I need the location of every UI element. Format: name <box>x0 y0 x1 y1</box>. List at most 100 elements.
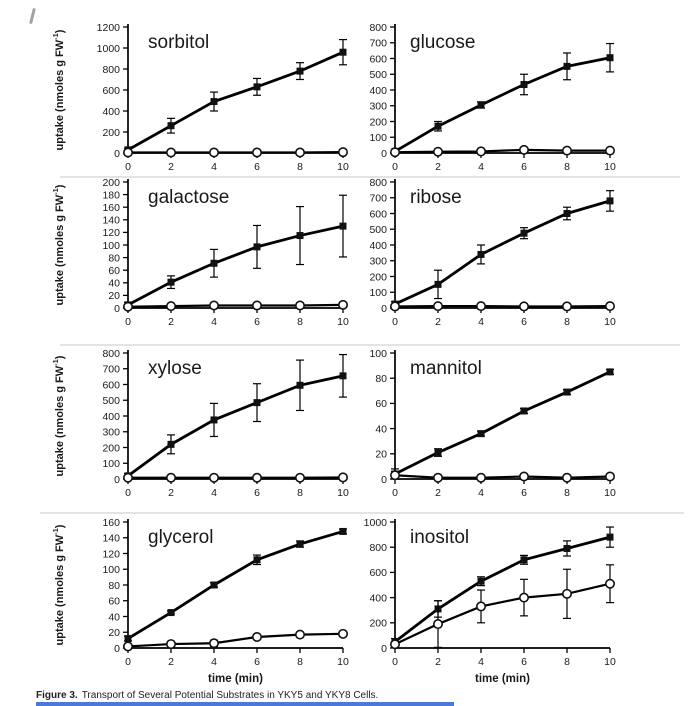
filled-square-marker <box>606 368 614 376</box>
svg-text:4: 4 <box>211 656 217 668</box>
svg-text:160: 160 <box>102 202 120 214</box>
svg-text:4: 4 <box>478 161 484 173</box>
open-circle-marker <box>389 470 400 481</box>
series-square <box>391 42 614 155</box>
filled-square-marker <box>253 556 261 564</box>
panel-mannitol: 0 20 40 60 80 100 0 2 4 6 8 10 mannitol <box>355 341 685 501</box>
svg-text:2: 2 <box>168 656 174 668</box>
y-axis-label: uptake (nmoles g FW-1) <box>51 29 66 150</box>
svg-text:0: 0 <box>392 316 398 328</box>
svg-text:0: 0 <box>392 656 398 668</box>
filled-square-marker <box>167 122 175 130</box>
svg-text:400: 400 <box>369 85 387 97</box>
svg-text:2: 2 <box>168 161 174 173</box>
svg-text:2: 2 <box>435 161 441 173</box>
svg-text:600: 600 <box>369 208 387 220</box>
panel-title: ribose <box>410 187 462 208</box>
open-circle-marker <box>476 146 487 157</box>
open-circle-marker <box>166 472 177 483</box>
y-axis-label: uptake (nmoles g FW-1) <box>51 524 66 645</box>
svg-text:60: 60 <box>108 596 120 608</box>
figure-caption: Figure 3. Transport of Several Potential … <box>36 690 378 701</box>
open-circle-marker <box>295 147 306 158</box>
svg-text:2: 2 <box>168 316 174 328</box>
svg-text:6: 6 <box>254 656 260 668</box>
open-circle-marker <box>295 629 306 640</box>
svg-text:300: 300 <box>369 101 387 113</box>
filled-square-marker <box>339 527 347 535</box>
svg-text:0: 0 <box>114 474 120 486</box>
filled-square-marker <box>339 222 347 230</box>
series-circle <box>123 147 348 158</box>
svg-text:80: 80 <box>375 373 387 385</box>
open-circle-marker <box>252 300 263 311</box>
svg-text:700: 700 <box>102 364 120 376</box>
open-circle-marker <box>433 146 444 157</box>
open-circle-marker <box>123 641 134 652</box>
panel-title: galactose <box>148 187 229 208</box>
svg-text:500: 500 <box>369 69 387 81</box>
svg-text:0: 0 <box>125 656 131 668</box>
svg-text:200: 200 <box>369 618 387 630</box>
x-axis-ticks: 0 2 4 6 8 10 <box>392 308 616 328</box>
figure-caption-text: Transport of Several Potential Substrate… <box>81 690 379 701</box>
open-circle-marker <box>605 578 616 589</box>
svg-text:20: 20 <box>108 290 120 302</box>
svg-text:8: 8 <box>297 656 303 668</box>
svg-text:0: 0 <box>114 643 120 655</box>
svg-text:20: 20 <box>375 449 387 461</box>
svg-text:8: 8 <box>564 161 570 173</box>
y-axis-ticks: 0 20 40 60 80 100 <box>369 348 395 486</box>
svg-text:6: 6 <box>521 161 527 173</box>
panel-title: glucose <box>410 32 476 53</box>
filled-square-marker <box>606 197 614 205</box>
x-axis-ticks: 0 2 4 6 8 10 <box>392 479 616 499</box>
chart-glucose: 0 100 200 300 400 500 600 700 800 0 2 4 6 8 10 glucose <box>369 22 616 173</box>
open-circle-marker <box>252 472 263 483</box>
filled-square-marker <box>563 210 571 217</box>
filled-square-marker <box>296 540 304 548</box>
svg-text:80: 80 <box>108 580 120 592</box>
open-circle-marker <box>123 147 134 158</box>
open-circle-marker <box>295 300 306 311</box>
filled-square-marker <box>167 609 175 617</box>
y-axis-label: uptake (nmoles g FW-1) <box>51 184 66 305</box>
open-circle-marker <box>562 301 573 312</box>
open-circle-marker <box>123 472 134 483</box>
svg-text:8: 8 <box>564 487 570 499</box>
svg-text:0: 0 <box>114 148 120 160</box>
filled-square-marker <box>606 54 614 62</box>
panel-glucose: 0 100 200 300 400 500 600 700 800 0 2 4 6 8 10 glucose <box>355 15 685 175</box>
svg-text:10: 10 <box>337 161 349 173</box>
open-circle-marker <box>209 472 220 483</box>
svg-text:100: 100 <box>369 348 387 360</box>
svg-text:600: 600 <box>369 53 387 65</box>
svg-text:200: 200 <box>369 116 387 128</box>
chart-sorbitol: 0 200 400 600 800 1000 1200 0 2 4 6 8 10 sorbitol upta… <box>51 22 349 173</box>
open-circle-marker <box>166 301 177 312</box>
svg-text:0: 0 <box>381 148 387 160</box>
open-circle-marker <box>389 639 400 650</box>
svg-text:10: 10 <box>604 161 616 173</box>
svg-text:1000: 1000 <box>97 43 121 55</box>
filled-square-marker <box>563 544 571 552</box>
filled-square-marker <box>296 232 304 240</box>
y-axis-ticks: 0 100 200 300 400 500 600 700 800 <box>369 177 395 315</box>
open-circle-marker <box>605 145 616 156</box>
series-circle <box>123 299 348 312</box>
svg-text:2: 2 <box>435 316 441 328</box>
svg-text:600: 600 <box>369 567 387 579</box>
open-circle-marker <box>209 300 220 311</box>
y-axis-label: uptake (nmoles g FW-1) <box>51 355 66 476</box>
figure-caption-label: Figure 3. <box>36 690 78 701</box>
series-square <box>124 527 347 643</box>
open-circle-marker <box>295 472 306 483</box>
open-circle-marker <box>562 588 573 599</box>
open-circle-marker <box>166 147 177 158</box>
svg-text:4: 4 <box>211 487 217 499</box>
svg-text:300: 300 <box>369 256 387 268</box>
open-circle-marker <box>252 631 263 642</box>
svg-text:200: 200 <box>102 442 120 454</box>
